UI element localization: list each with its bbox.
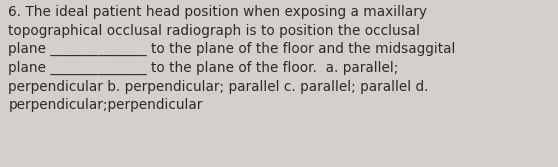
Text: 6. The ideal patient head position when exposing a maxillary
topographical occlu: 6. The ideal patient head position when … bbox=[8, 5, 456, 112]
